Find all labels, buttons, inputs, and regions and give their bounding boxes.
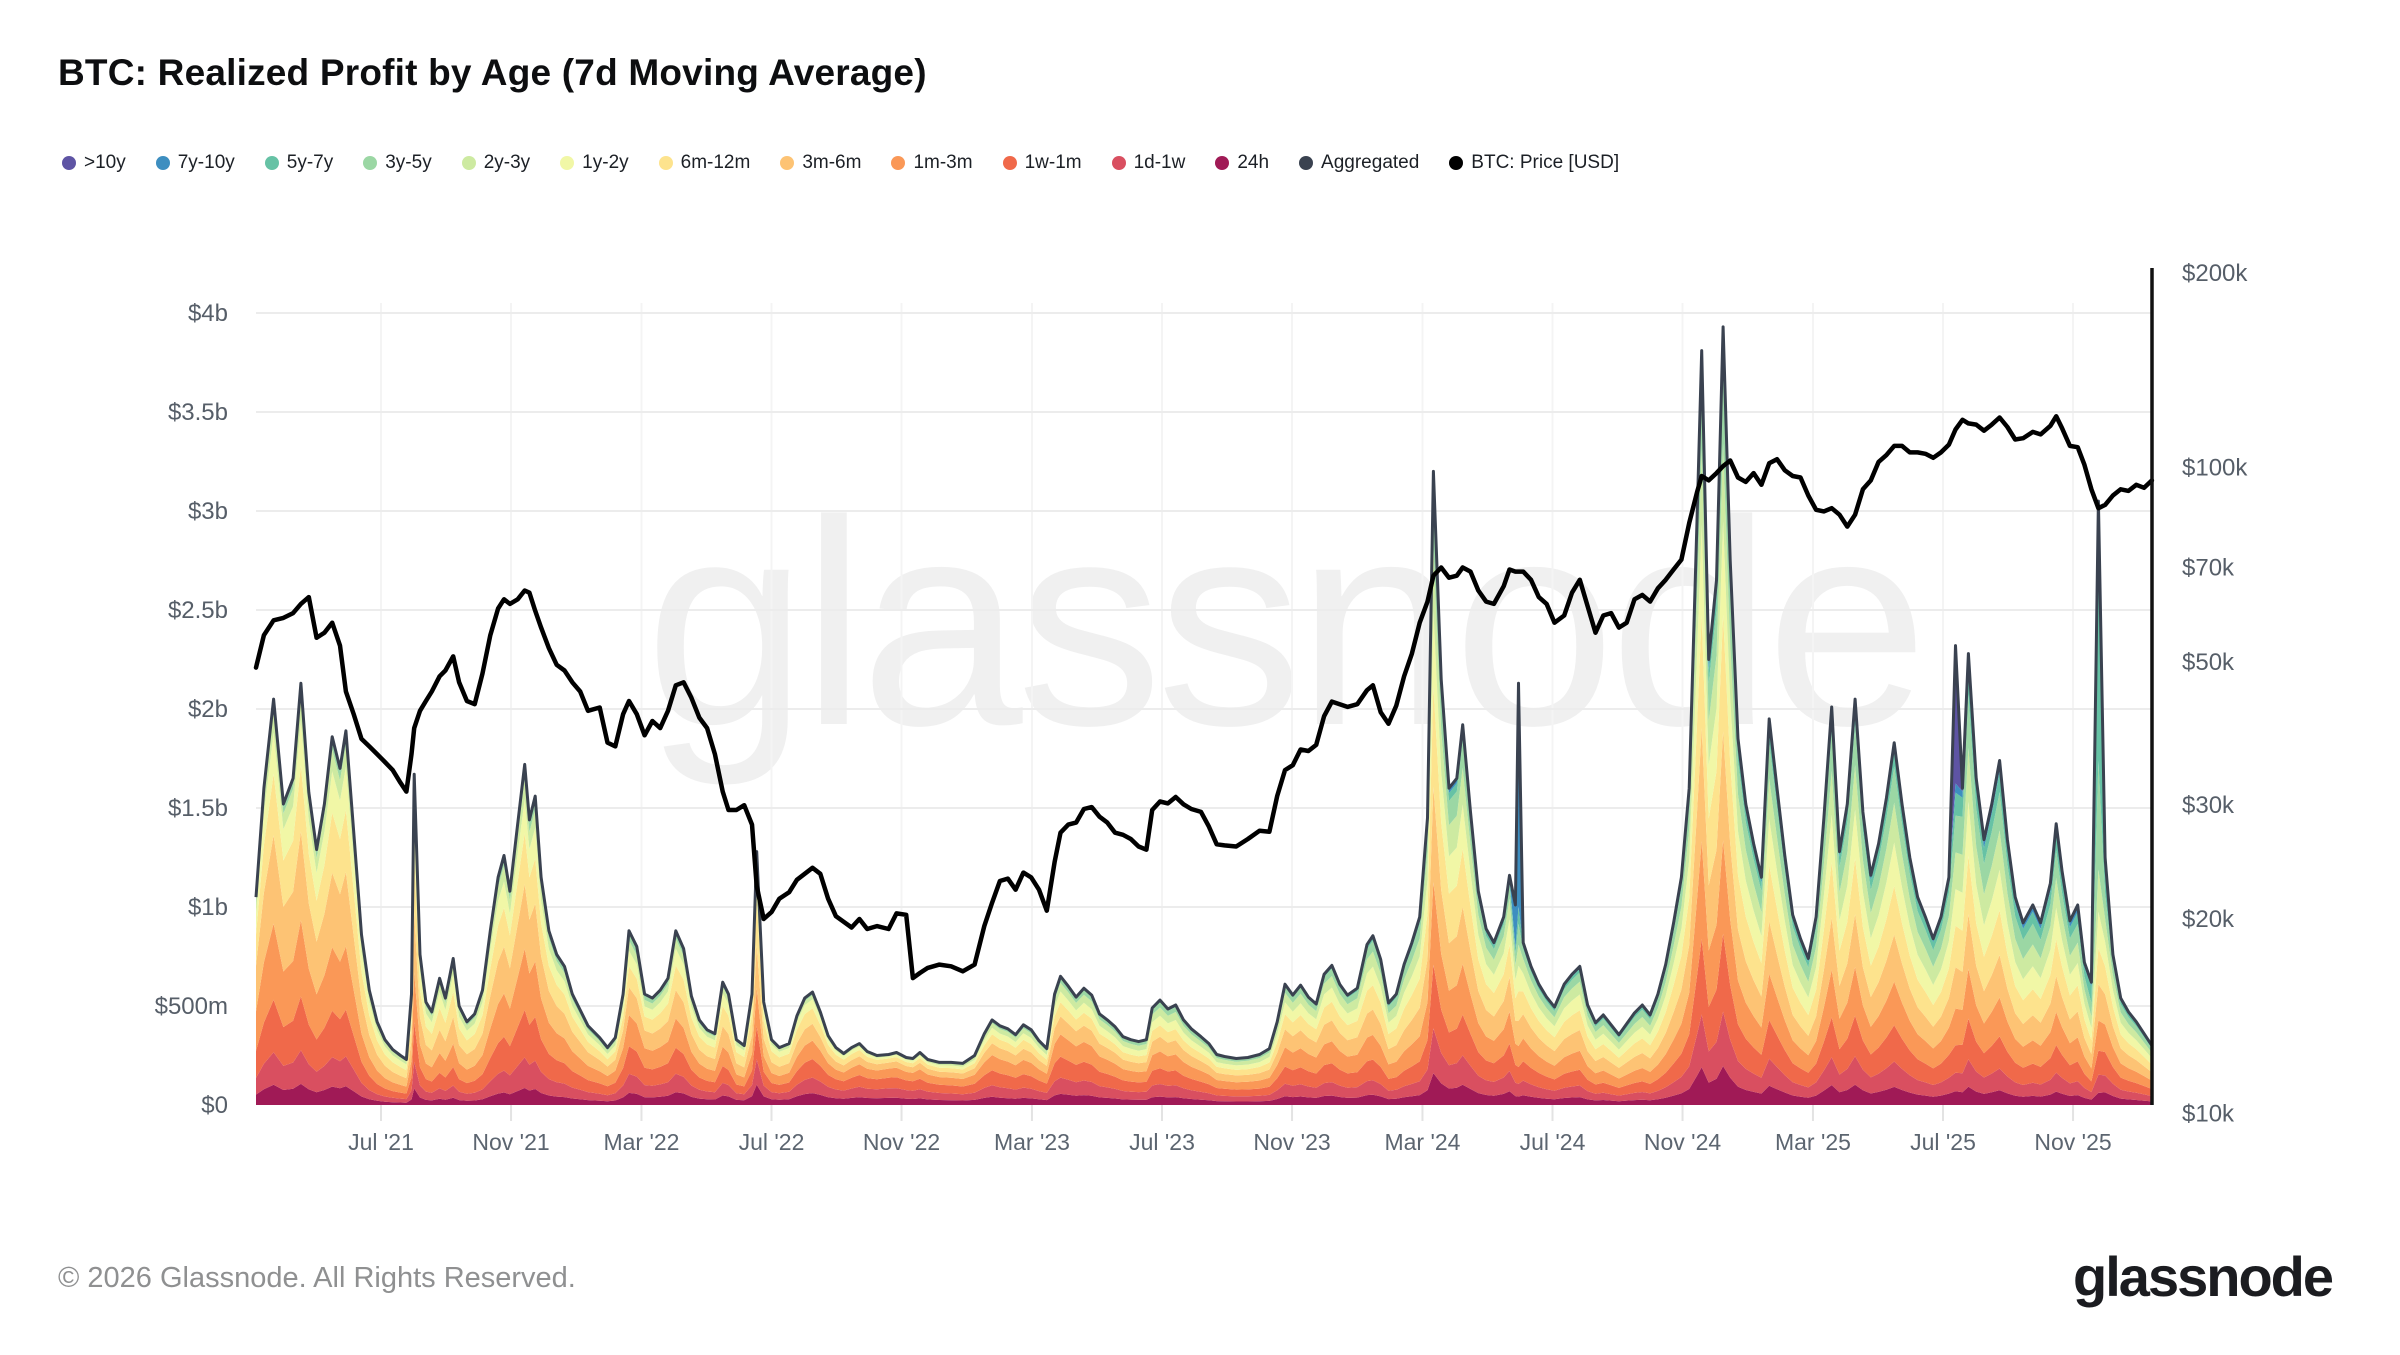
x-axis-tick-label: Nov '23 (1253, 1129, 1330, 1155)
legend-dot-icon (363, 156, 378, 170)
legend-item--10y[interactable]: >10y (62, 152, 126, 174)
right-axis-tick-label: $10k (2182, 1100, 2235, 1127)
legend-item-2y-3y[interactable]: 2y-3y (461, 152, 531, 174)
legend-label: BTC: Price [USD] (1471, 152, 1620, 173)
legend-dot-icon (461, 156, 476, 170)
legend-dot-icon (1002, 156, 1017, 170)
legend-dot-icon (1111, 156, 1126, 170)
left-axis-tick-label: $3b (188, 498, 228, 525)
legend-label: 3y-5y (385, 152, 432, 173)
x-axis-tick-label: Jul '23 (1129, 1129, 1195, 1155)
right-axis-tick-label: $70k (2182, 555, 2235, 582)
legend-label: 2y-3y (483, 152, 531, 173)
band-area-3m-6m (256, 728, 2152, 1087)
x-axis-tick-label: Nov '25 (2034, 1129, 2111, 1155)
legend-dot-icon (780, 156, 795, 170)
left-axis-tick-label: $2b (188, 696, 228, 723)
legend-item-1d-1w[interactable]: 1d-1w (1111, 152, 1186, 174)
legend-label: 1d-1w (1133, 152, 1186, 173)
left-axis-tick-label: $1.5b (168, 795, 228, 822)
left-axis-tick-label: $3.5b (168, 399, 228, 426)
band-area-1d-1w (256, 1011, 2152, 1103)
legend-label: 6m-12m (680, 152, 751, 173)
left-axis-tick-label: $2.5b (168, 597, 228, 624)
right-axis-tick-label: $200k (2182, 260, 2248, 287)
legend-item-1w-1m[interactable]: 1w-1m (1002, 152, 1082, 174)
x-axis-tick-label: Mar '25 (1775, 1129, 1851, 1155)
legend-dot-icon (891, 156, 906, 170)
legend-item-btc-price-usd-[interactable]: BTC: Price [USD] (1449, 152, 1619, 174)
legend-label: 1y-2y (582, 152, 629, 173)
legend-item-5y-7y[interactable]: 5y-7y (264, 152, 334, 174)
legend-item-3m-6m[interactable]: 3m-6m (780, 152, 861, 174)
legend-dot-icon (62, 156, 76, 170)
legend-item-aggregated[interactable]: Aggregated (1299, 152, 1419, 174)
legend-item-3y-5y[interactable]: 3y-5y (363, 152, 432, 174)
legend-label: >10y (84, 152, 126, 173)
left-axis-tick-label: $1b (188, 894, 228, 921)
legend-item-1y-2y[interactable]: 1y-2y (560, 152, 629, 174)
legend-dot-icon (1299, 156, 1314, 170)
right-axis-tick-label: $50k (2182, 649, 2235, 676)
right-axis-tick-label: $20k (2182, 906, 2235, 933)
x-axis-tick-label: Jul '21 (348, 1129, 414, 1155)
x-axis-tick-label: Nov '22 (863, 1129, 940, 1155)
x-axis-tick-label: Mar '22 (603, 1129, 679, 1155)
band-area-6m-12m (256, 614, 2152, 1079)
legend-label: 1w-1m (1024, 152, 1082, 173)
legend-dot-icon (560, 156, 575, 170)
glassnode-logo: glassnode (2073, 1245, 2334, 1308)
copyright-text: © 2026 Glassnode. All Rights Reserved. (58, 1262, 576, 1294)
legend-label: 7y-10y (177, 152, 235, 173)
legend-dot-icon (1215, 156, 1230, 170)
band-area-24h (256, 1066, 2152, 1105)
left-axis-tick-label: $4b (188, 300, 228, 327)
x-axis-tick-label: Nov '24 (1644, 1129, 1721, 1155)
right-axis-tick-label: $100k (2182, 454, 2248, 481)
btc-price-line (253, 414, 2155, 981)
left-axis-tick-label: $0 (201, 1092, 228, 1119)
legend-label: Aggregated (1321, 152, 1420, 173)
left-axis-tick-label: $500m (155, 993, 228, 1020)
x-axis-tick-label: Mar '24 (1384, 1129, 1460, 1155)
legend-dot-icon (264, 156, 279, 170)
legend-item-1m-3m[interactable]: 1m-3m (891, 152, 973, 174)
legend-label: 5y-7y (286, 152, 334, 173)
legend-label: 24h (1237, 152, 1270, 173)
x-axis-tick-label: Jul '25 (1910, 1129, 1976, 1155)
page-title: BTC: Realized Profit by Age (7d Moving A… (58, 52, 927, 93)
legend-dot-icon (1449, 156, 1464, 170)
x-axis-tick-label: Mar '23 (994, 1129, 1070, 1155)
x-axis-tick-label: Nov '21 (472, 1129, 549, 1155)
legend-dot-icon (155, 156, 170, 170)
legend-item-7y-10y[interactable]: 7y-10y (155, 152, 235, 174)
legend-item-24h[interactable]: 24h (1215, 152, 1269, 174)
legend-dot-icon (658, 156, 673, 170)
chart-legend: >10y 7y-10y 5y-7y 3y-5y 2y-3y 1y-2y 6m-12m 3m-6… (62, 152, 1619, 174)
band-area-2y-3y (256, 443, 2152, 1067)
legend-item-6m-12m[interactable]: 6m-12m (658, 152, 751, 174)
band-area-1y-2y (256, 521, 2152, 1071)
aggregated-line (254, 325, 2154, 1065)
band-area-1w-1m (256, 933, 2152, 1100)
right-axis-tick-label: $30k (2182, 792, 2235, 819)
legend-label: 3m-6m (802, 152, 862, 173)
x-axis-tick-label: Jul '22 (739, 1129, 805, 1155)
x-axis-tick-label: Jul '24 (1520, 1129, 1586, 1155)
band-area-1m-3m (256, 840, 2152, 1094)
legend-label: 1m-3m (913, 152, 973, 173)
